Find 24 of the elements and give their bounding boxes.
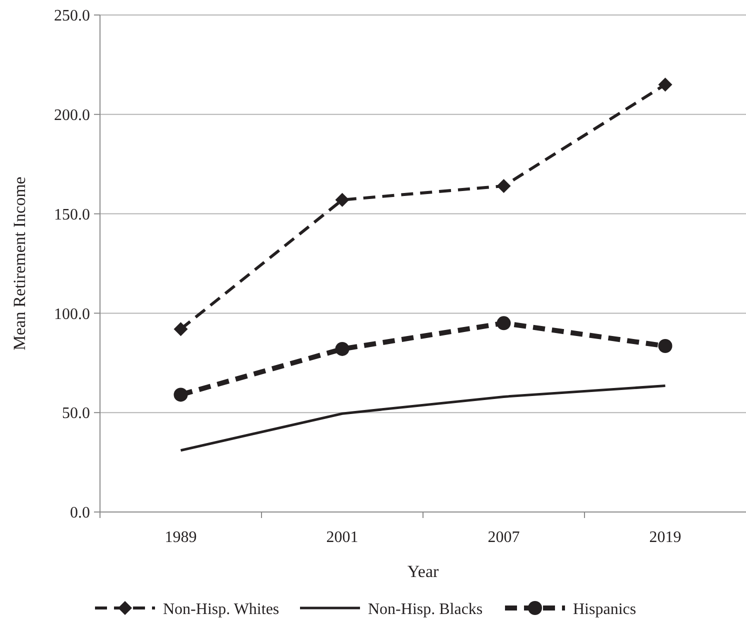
x-axis-title: Year xyxy=(407,562,439,581)
legend-label: Non-Hisp. Blacks xyxy=(368,601,483,618)
y-tick-label: 50.0 xyxy=(62,405,90,422)
legend-label: Non-Hisp. Whites xyxy=(163,601,280,618)
y-axis-title: Mean Retirement Income xyxy=(10,176,29,350)
y-tick-label: 200.0 xyxy=(54,107,90,124)
y-tick-label: 250.0 xyxy=(54,8,90,25)
point xyxy=(335,192,350,207)
x-tick-label: 2019 xyxy=(649,529,682,546)
point xyxy=(496,316,511,330)
point xyxy=(658,78,672,92)
point xyxy=(174,388,188,402)
point xyxy=(335,342,350,356)
y-tick-label: 0.0 xyxy=(70,504,90,522)
x-tick-label: 2007 xyxy=(488,529,520,546)
y-tick-label: 150.0 xyxy=(54,206,90,224)
y-tick-label: 100.0 xyxy=(54,306,90,323)
line-series xyxy=(180,384,666,452)
point xyxy=(658,339,672,353)
point xyxy=(174,322,188,336)
point xyxy=(496,178,511,193)
x-tick-label: 1989 xyxy=(164,529,197,546)
legend-label: Hispanics xyxy=(573,601,636,618)
x-tick-label: 2001 xyxy=(326,529,358,546)
